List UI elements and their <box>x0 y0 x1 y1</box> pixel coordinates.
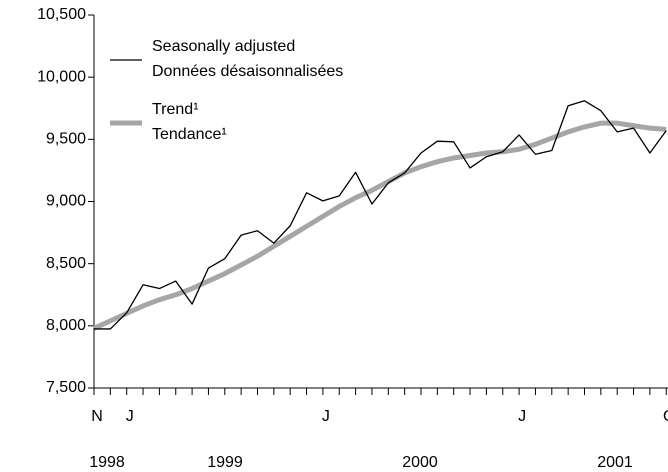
legend-label: Trend¹ Tendance¹ <box>152 101 227 143</box>
y-tick-label: 8,500 <box>46 255 86 272</box>
year-label: 2000 <box>402 454 438 471</box>
series-line <box>94 100 667 330</box>
year-label: 1999 <box>207 454 243 471</box>
legend-label: Seasonally adjusted Données désaisonnalis… <box>152 38 343 80</box>
x-tick-label: J <box>126 408 134 425</box>
y-tick-label: 10,000 <box>37 68 86 85</box>
x-tick-label: J <box>322 408 330 425</box>
x-tick-label: O <box>663 408 668 425</box>
y-tick-label: 9,000 <box>46 193 86 210</box>
year-label: 2001 <box>597 454 633 471</box>
series-line <box>92 120 667 331</box>
year-label: 1998 <box>89 454 125 471</box>
x-tick-label: J <box>518 408 526 425</box>
y-tick-label: 8,000 <box>46 317 86 334</box>
y-tick-label: 7,500 <box>46 379 86 396</box>
y-tick-label: 10,500 <box>37 6 86 23</box>
y-tick-label: 9,500 <box>46 131 86 148</box>
x-tick-label: N <box>91 408 103 425</box>
